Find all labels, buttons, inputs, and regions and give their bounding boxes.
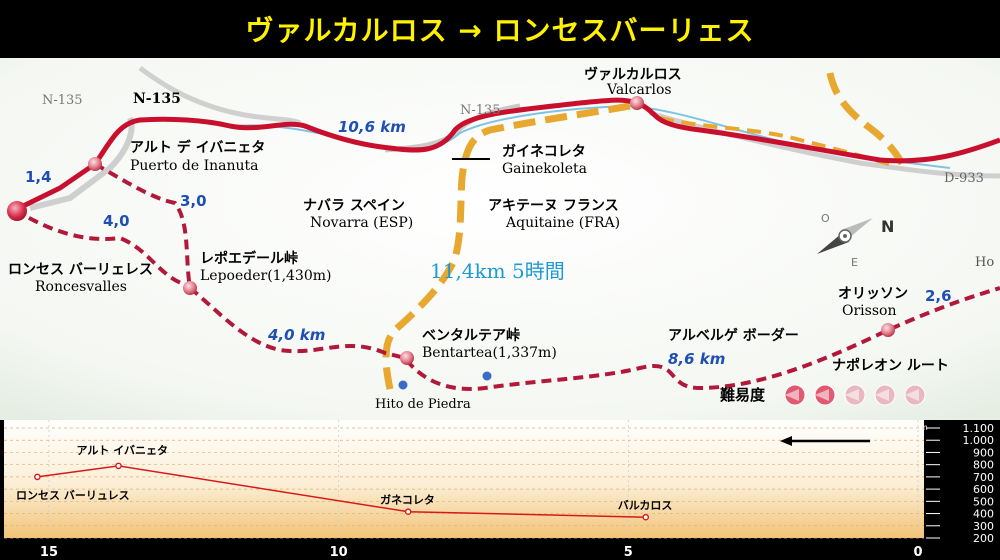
label-lepoeder-jp: レポエデール峠 bbox=[200, 250, 298, 267]
yellow-trail bbox=[382, 102, 631, 399]
difficulty-dot-highlight bbox=[845, 389, 859, 401]
elevation-point bbox=[404, 508, 412, 516]
label-bentartea: Bentartea(1,337m) bbox=[422, 345, 557, 361]
label-gainekoleta-jp: ガイネコレタ bbox=[502, 144, 586, 160]
y-tick-label: 900 bbox=[973, 446, 994, 459]
y-tick-label: 700 bbox=[973, 471, 994, 484]
x-tick-label: 5 bbox=[624, 545, 633, 560]
distance-4-0-a: 4,0 bbox=[103, 212, 130, 230]
label-valcarlos: Valcarlos bbox=[606, 82, 672, 98]
profile-label-ronces: ロンセス バーリュレス bbox=[16, 489, 130, 502]
route-summary: 11,4km 5時間 bbox=[430, 259, 565, 283]
pin-valcarlos bbox=[630, 96, 644, 110]
grey-road-right bbox=[649, 110, 1000, 179]
label-navarra: Novarra (ESP) bbox=[310, 215, 413, 231]
compass-e: E bbox=[851, 256, 858, 269]
elevation-line bbox=[37, 465, 646, 518]
compass-icon: O E N bbox=[817, 212, 894, 269]
route-map: N-135 N-135 N-135 D-933 Ho ヴァルカルロス Valca… bbox=[0, 58, 1000, 420]
distance-1-4: 1,4 bbox=[25, 168, 52, 186]
label-aquitaine-jp: アキテーヌ フランス bbox=[488, 198, 619, 214]
distance-3-0: 3,0 bbox=[180, 192, 207, 210]
y-tick-label: 200 bbox=[973, 532, 994, 545]
compass-o: O bbox=[821, 212, 830, 225]
x-axis: 15 10 5 0 bbox=[40, 420, 923, 560]
y-tick-label: 500 bbox=[973, 495, 994, 508]
elevation-point bbox=[642, 513, 650, 521]
label-lepoeder: Lepoeder(1,430m) bbox=[200, 268, 331, 284]
pin-orisson bbox=[881, 323, 895, 337]
label-valcarlos-jp: ヴァルカルロス bbox=[584, 66, 682, 83]
grey-road-top bbox=[138, 65, 302, 126]
label-gainekoleta: Gainekoleta bbox=[502, 161, 587, 177]
label-d933: D-933 bbox=[944, 171, 984, 186]
label-ronces-jp: ロンセス バーリェレス bbox=[8, 262, 153, 278]
trail-alto-lepoeder bbox=[94, 162, 192, 289]
profile-label-valcarlos: バルカロス bbox=[618, 499, 673, 512]
label-orisson-jp: オリッソン bbox=[838, 286, 908, 302]
profile-label-gainekoleta: ガネコレタ bbox=[380, 493, 435, 507]
label-navarra-jp: ナバラ スペイン bbox=[303, 198, 405, 214]
distance-2-6: 2,6 bbox=[925, 287, 952, 305]
trail-napoleon bbox=[188, 286, 1000, 391]
pin-lepoeder bbox=[183, 281, 197, 295]
y-tick-label: 300 bbox=[973, 520, 994, 533]
y-tick-label: 600 bbox=[973, 483, 994, 496]
y-tick-label: 1.100 bbox=[963, 422, 995, 435]
label-alto-jp: アルト デ イバニェタ bbox=[130, 139, 265, 156]
elevation-points bbox=[34, 462, 650, 521]
label-napoleon-jp: ナポレオン ルート bbox=[832, 357, 949, 374]
elevation-point bbox=[115, 462, 122, 470]
difficulty-dot-highlight bbox=[785, 389, 799, 401]
distance-4-0-b: 4,0 km bbox=[267, 326, 325, 344]
label-n135-left: N-135 bbox=[42, 93, 83, 108]
label-n135-right: N-135 bbox=[460, 103, 501, 118]
profile-background bbox=[4, 420, 924, 538]
difficulty-dot-highlight bbox=[875, 389, 889, 401]
elevation-point bbox=[34, 473, 41, 481]
label-ronces: Roncesvalles bbox=[35, 279, 127, 295]
page-title: ヴァルカルロス → ロンセスバーリェス bbox=[245, 14, 755, 47]
direction-arrow-head bbox=[780, 436, 792, 446]
label-n135-main: N-135 bbox=[133, 91, 181, 107]
y-tick-label: 1.000 bbox=[963, 434, 995, 447]
trail-ronces-lepoeder bbox=[13, 208, 191, 290]
x-tick-label: 10 bbox=[330, 545, 348, 560]
y-axis-panel bbox=[924, 420, 1000, 560]
difficulty-dot-highlight bbox=[815, 389, 829, 401]
pin-hito-a bbox=[398, 380, 408, 390]
x-tick-label: 15 bbox=[40, 545, 58, 560]
pin-roncesvalles bbox=[7, 201, 27, 221]
main-road-n135 bbox=[13, 97, 1000, 213]
label-alberge-jp: アルベルゲ ボーダー bbox=[668, 327, 799, 344]
difficulty-dot-highlight bbox=[905, 389, 919, 401]
label-hito: Hito de Piedra bbox=[375, 397, 471, 412]
yellow-trail-north bbox=[826, 72, 909, 172]
y-unit: m bbox=[920, 423, 928, 432]
label-ho: Ho bbox=[975, 255, 994, 270]
label-alto: Puerto de Inanuta bbox=[130, 158, 259, 174]
x-tick-label: 0 bbox=[913, 545, 922, 560]
label-orisson: Orisson bbox=[842, 303, 896, 319]
y-tick-label: 800 bbox=[973, 459, 994, 472]
label-aquitaine: Aquitaine (FRA) bbox=[505, 215, 620, 231]
pin-bentartea bbox=[400, 351, 414, 365]
compass-n: N bbox=[881, 217, 894, 236]
profile-label-alto: アルト イバニェタ bbox=[76, 444, 168, 457]
label-bentartea-jp: ベンタルテア峠 bbox=[422, 327, 520, 344]
y-tick-label: 400 bbox=[973, 508, 994, 521]
pin-alto bbox=[88, 157, 102, 171]
difficulty-label: 難易度 bbox=[720, 386, 766, 404]
distance-10-6: 10,6 km bbox=[338, 118, 406, 136]
difficulty-meter bbox=[784, 384, 926, 406]
distance-8-6: 8,6 km bbox=[668, 350, 725, 368]
pin-hito-b bbox=[482, 371, 492, 381]
